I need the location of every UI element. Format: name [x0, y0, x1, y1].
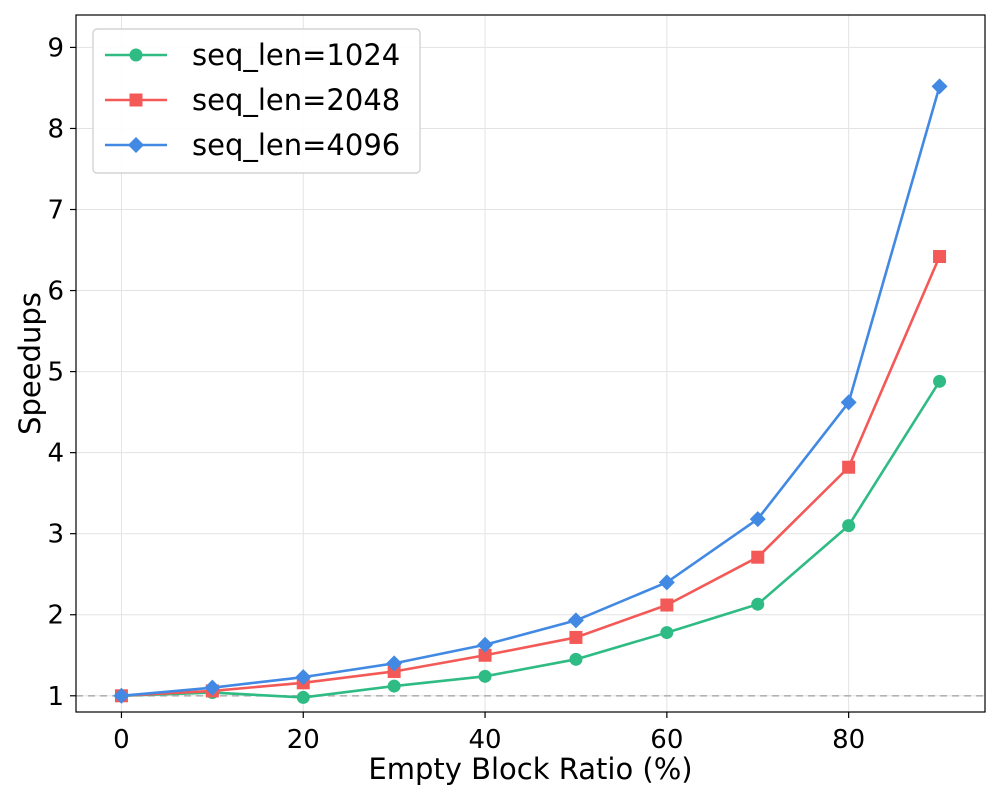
data-point: [478, 669, 492, 683]
data-point: [477, 636, 494, 653]
data-point: [933, 374, 947, 388]
legend-label: seq_len=4096: [192, 128, 400, 162]
data-point: [658, 574, 675, 591]
data-point: [569, 652, 583, 666]
data-point: [296, 690, 310, 704]
data-point: [478, 648, 492, 662]
legend-label: seq_len=2048: [192, 83, 400, 117]
plot-frame: [75, 14, 986, 713]
data-point: [842, 460, 856, 474]
series-line: [121, 85, 941, 698]
y-axis-label: Speedups: [13, 292, 47, 435]
y-tick-label: 6: [47, 277, 64, 307]
data-point: [931, 78, 948, 95]
series-seq-len-1024: [114, 374, 947, 704]
data-point: [387, 664, 401, 678]
x-tick-label: 20: [287, 725, 320, 755]
data-point: [842, 519, 856, 533]
series-line: [121, 256, 941, 698]
legend-marker: [128, 137, 144, 153]
x-tick-label: 80: [832, 725, 865, 755]
y-tick-label: 2: [47, 601, 64, 631]
data-point: [113, 687, 130, 704]
series-seq-len-4096: [113, 78, 948, 704]
legend-marker: [129, 93, 143, 107]
data-point: [387, 679, 401, 693]
grid-layer: [76, 15, 985, 712]
legend-box: [92, 28, 421, 174]
x-axis-label: Empty Block Ratio (%): [368, 752, 692, 786]
y-tick-label: 1: [47, 682, 64, 712]
data-point: [660, 626, 674, 640]
y-tick-label: 3: [47, 520, 64, 550]
data-point: [567, 612, 584, 629]
data-point: [660, 598, 674, 612]
y-tick-label: 7: [47, 196, 64, 226]
data-point: [295, 669, 312, 686]
data-point: [386, 655, 403, 672]
legend-label: seq_len=1024: [192, 38, 400, 72]
legend-item: seq_len=4096: [105, 128, 400, 162]
data-point: [751, 597, 765, 611]
axis-layer: 0 20 40 60 80 1 2 3 4 5 6 7 8 9: [47, 33, 865, 755]
legend-marker: [129, 48, 143, 62]
data-point: [840, 394, 857, 411]
legend: seq_len=1024 seq_len=2048 seq_len=4096: [92, 28, 421, 174]
y-tick-label: 8: [47, 114, 64, 144]
x-tick-label: 60: [650, 725, 683, 755]
y-tick-label: 4: [47, 439, 64, 469]
y-tick-label: 9: [47, 33, 64, 63]
series-line: [121, 380, 941, 699]
legend-item: seq_len=1024: [105, 38, 400, 72]
y-tick-label: 5: [47, 358, 64, 388]
x-tick-label: 0: [113, 725, 130, 755]
data-point: [933, 250, 947, 264]
data-point: [569, 630, 583, 644]
x-tick-label: 40: [469, 725, 502, 755]
data-point: [749, 511, 766, 528]
series-layer: [113, 78, 948, 704]
legend-item: seq_len=2048: [105, 83, 400, 117]
data-point: [751, 550, 765, 564]
data-point: [204, 679, 221, 696]
